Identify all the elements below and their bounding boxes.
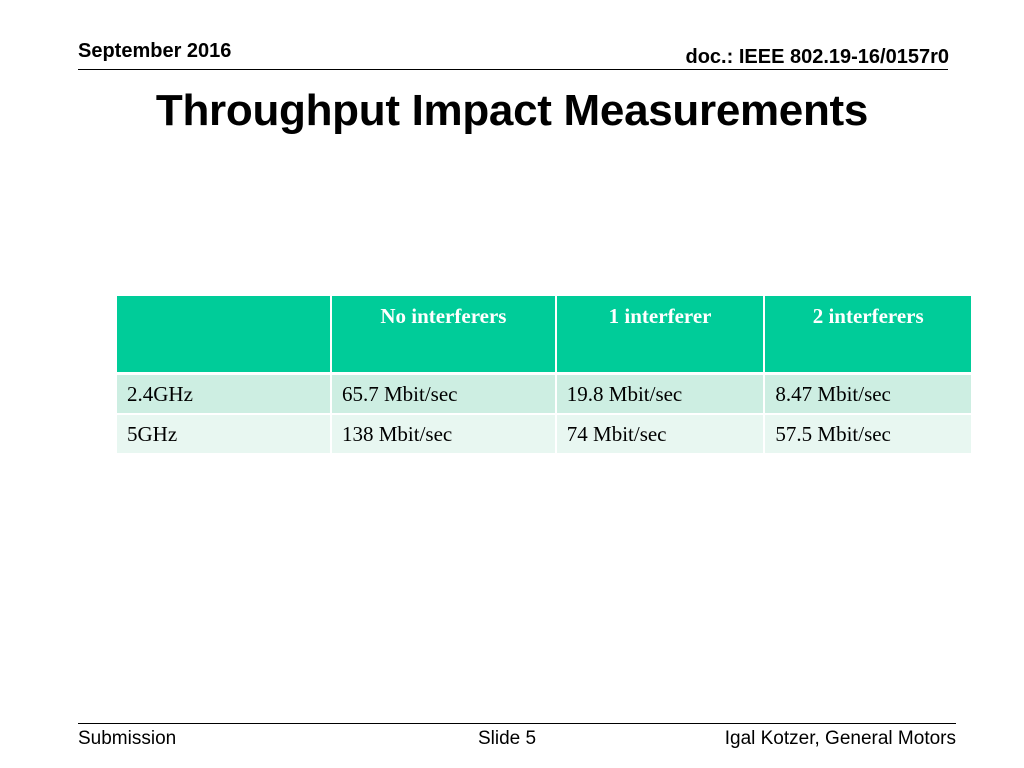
footer-author: Igal Kotzer, General Motors: [724, 728, 956, 749]
footer-divider: [78, 723, 956, 724]
footer-slide-number: Slide 5: [478, 728, 537, 749]
table-cell: 74 Mbit/sec: [556, 413, 766, 453]
table-cell: 65.7 Mbit/sec: [332, 375, 557, 413]
table-header-cell: 1 interferer: [556, 296, 766, 375]
header-divider: [78, 69, 948, 70]
table-cell: 8.47 Mbit/sec: [765, 375, 971, 413]
header-date: September 2016: [78, 40, 232, 62]
table-cell: 5GHz: [117, 413, 332, 453]
table-cell: 2.4GHz: [117, 375, 332, 413]
table-cell: 57.5 Mbit/sec: [765, 413, 971, 453]
table-row: 2.4GHz 65.7 Mbit/sec 19.8 Mbit/sec 8.47 …: [117, 375, 971, 413]
table-cell: 19.8 Mbit/sec: [556, 375, 766, 413]
table-header-row: No interferers 1 interferer 2 interferer…: [117, 296, 971, 375]
footer-submission: Submission: [78, 728, 177, 749]
table-cell: 138 Mbit/sec: [332, 413, 557, 453]
header-doc-id: doc.: IEEE 802.19-16/0157r0: [685, 46, 950, 68]
table-header-cell: 2 interferers: [765, 296, 971, 375]
throughput-table: No interferers 1 interferer 2 interferer…: [117, 296, 971, 453]
table-header-cell: [117, 296, 332, 375]
slide-title: Throughput Impact Measurements: [155, 86, 869, 135]
table-row: 5GHz 138 Mbit/sec 74 Mbit/sec 57.5 Mbit/…: [117, 413, 971, 453]
table-header-cell: No interferers: [332, 296, 557, 375]
